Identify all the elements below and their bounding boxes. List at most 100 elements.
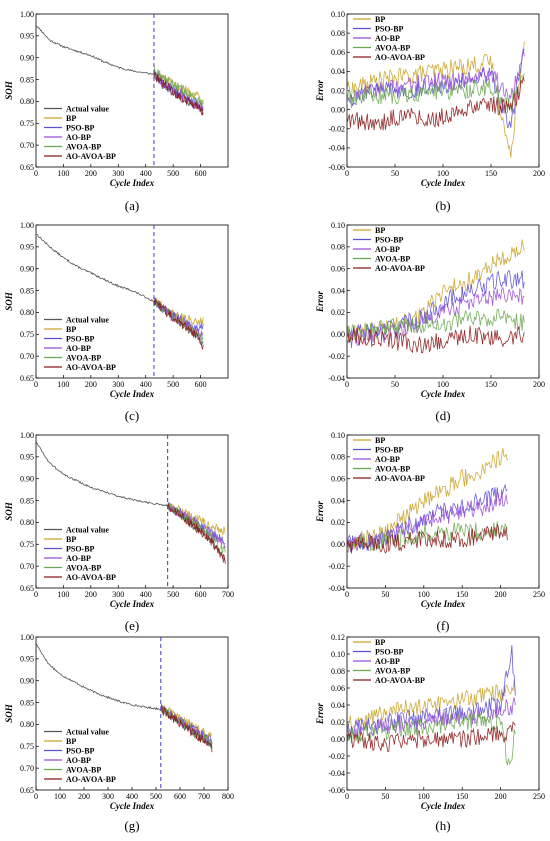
x-tick-label: 400 — [126, 792, 138, 801]
x-tick-label: 250 — [533, 792, 545, 801]
legend-entry: AO-BP — [375, 34, 400, 43]
y-axis-label: SOH — [4, 703, 14, 723]
y-tick-label: 0.04 — [331, 67, 345, 76]
plot-area — [347, 447, 508, 554]
y-tick-label: 0.85 — [20, 286, 34, 295]
x-tick-label: 300 — [112, 380, 124, 389]
x-tick-label: 400 — [140, 169, 152, 178]
legend-entry: AO-BP — [66, 554, 91, 563]
y-tick-label: 0.08 — [331, 667, 345, 676]
legend-entry: AO-AVOA-BP — [66, 573, 116, 582]
series-line-avoa-bp — [167, 501, 226, 555]
y-tick-label: 0.95 — [20, 243, 34, 252]
plot-area — [36, 233, 204, 350]
x-tick-label: 700 — [222, 590, 234, 599]
y-tick-label: 0.10 — [331, 431, 345, 440]
y-tick-label: 0.65 — [20, 163, 34, 172]
y-axis-label: SOH — [4, 291, 14, 311]
y-tick-label: 0.02 — [331, 308, 345, 317]
plot-frame — [346, 636, 540, 791]
y-tick-label: -0.04 — [328, 584, 345, 593]
x-tick-label: 400 — [140, 380, 152, 389]
legend-entry: AO-BP — [375, 245, 400, 254]
y-tick-label: 1.00 — [20, 633, 34, 642]
legend-entry: PSO-BP — [66, 124, 95, 133]
y-tick-label: 0.02 — [331, 718, 345, 727]
y-tick-label: 1.00 — [20, 431, 34, 440]
x-tick-label: 150 — [456, 590, 468, 599]
legend-entry: AVOA-BP — [66, 143, 101, 152]
legend-entry: AO-BP — [375, 657, 400, 666]
plot-frame — [35, 224, 229, 379]
y-axis-label: Error — [315, 501, 325, 524]
y-tick-label: -0.06 — [328, 786, 345, 795]
y-tick-label: 1.00 — [20, 221, 34, 230]
chart-panel-e: 0 100 200 300 400 500 600 700 0.65 0.70 0.75 0.80 0.… — [4, 431, 234, 633]
y-tick-label: -0.04 — [328, 144, 345, 153]
y-tick-label: 0.06 — [331, 684, 345, 693]
legend-entry: AO-AVOA-BP — [375, 264, 425, 273]
panel-caption: (c) — [125, 408, 139, 423]
plot-area — [36, 643, 213, 753]
legend-entry: Actual value — [66, 105, 109, 114]
legend-entry: BP — [375, 638, 385, 647]
series-line-pso-bp — [347, 645, 516, 738]
x-tick-label: 600 — [174, 792, 186, 801]
x-tick-label: 50 — [391, 380, 399, 389]
y-tick-label: 0.70 — [20, 764, 34, 773]
y-tick-label: 0.75 — [20, 540, 34, 549]
y-tick-label: 0.02 — [331, 518, 345, 527]
series-line-ao-bp — [347, 286, 525, 349]
y-tick-label: 0.04 — [331, 701, 345, 710]
y-tick-label: 0.06 — [331, 475, 345, 484]
legend-entry: AVOA-BP — [375, 667, 410, 676]
x-tick-label: 100 — [418, 792, 430, 801]
x-tick-label: 50 — [391, 169, 399, 178]
legend-entry: AO-AVOA-BP — [375, 53, 425, 62]
x-tick-label: 600 — [195, 590, 207, 599]
y-tick-label: 0.04 — [331, 286, 345, 295]
y-tick-label: 0.80 — [20, 518, 34, 527]
panel-caption: (h) — [435, 818, 450, 833]
series-line-ao-bp — [347, 489, 508, 552]
y-axis-label: SOH — [4, 501, 14, 521]
x-tick-label: 0 — [34, 169, 38, 178]
legend-entry: BP — [375, 436, 385, 445]
legend-entry: AO-AVOA-BP — [66, 775, 116, 784]
y-tick-label: 0.10 — [331, 10, 345, 19]
x-tick-label: 100 — [437, 169, 449, 178]
series-line-bp — [347, 239, 525, 343]
x-tick-label: 200 — [85, 169, 97, 178]
x-tick-label: 400 — [140, 590, 152, 599]
x-tick-label: 50 — [381, 590, 389, 599]
panel-caption: (d) — [435, 408, 450, 423]
x-axis-label: Cycle Index — [110, 389, 155, 399]
legend-entry: AO-BP — [375, 455, 400, 464]
y-tick-label: 0.10 — [331, 650, 345, 659]
x-tick-label: 100 — [54, 792, 66, 801]
x-tick-label: 200 — [85, 590, 97, 599]
x-tick-label: 600 — [195, 380, 207, 389]
legend-entry: AVOA-BP — [375, 255, 410, 264]
y-tick-label: 0.00 — [331, 735, 345, 744]
chart-panel-c: 0 100 200 300 400 500 600 0.65 0.70 0.75 0.80 0.85 0… — [4, 221, 229, 423]
series-line-ao-avoa-bp — [167, 503, 226, 563]
y-tick-label: 0.06 — [331, 265, 345, 274]
series-line-avoa-bp — [347, 712, 516, 767]
y-tick-label: 0.06 — [331, 48, 345, 57]
y-tick-label: -0.02 — [328, 352, 345, 361]
series-line-avoa-bp — [153, 66, 204, 107]
legend-entry: Actual value — [66, 728, 109, 737]
series-line-avoa-bp — [347, 308, 525, 342]
panel-caption: (b) — [435, 198, 450, 213]
series-history-actual — [36, 233, 154, 303]
y-tick-label: 0.02 — [331, 86, 345, 95]
chart-panel-f: 0 50 100 150 200 250 -0.04 -0.02 0.00 0.02 0.04 0.0… — [315, 431, 545, 633]
legend-entry: PSO-BP — [66, 747, 95, 756]
legend-entry: PSO-BP — [375, 25, 404, 34]
x-tick-label: 200 — [495, 590, 507, 599]
plot-frame — [346, 434, 540, 589]
